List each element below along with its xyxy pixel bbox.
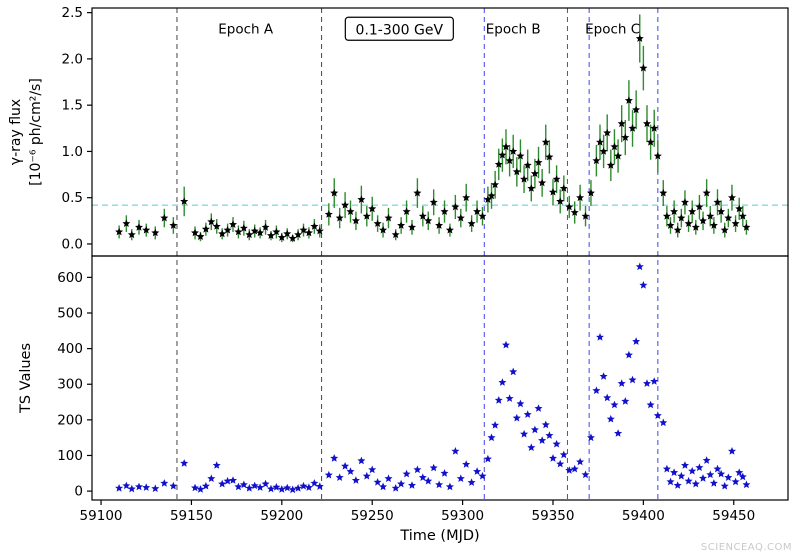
svg-text:0: 0 xyxy=(74,484,83,500)
epoch-annotations: Epoch A Epoch B Epoch C xyxy=(218,21,640,37)
svg-text:0.0: 0.0 xyxy=(62,236,83,252)
x-axis-label: Time (MJD) xyxy=(399,528,479,544)
svg-text:59200: 59200 xyxy=(260,508,303,524)
svg-text:59300: 59300 xyxy=(441,508,484,524)
x-axis: 59100 59150 59200 59250 59300 59350 59400 59450 xyxy=(80,500,755,524)
ts-series xyxy=(115,262,751,494)
svg-text:300: 300 xyxy=(57,377,83,393)
ts-y-axis-label: TS Values xyxy=(18,343,34,414)
svg-text:59450: 59450 xyxy=(712,508,755,524)
svg-text:59350: 59350 xyxy=(532,508,575,524)
svg-text:Epoch A: Epoch A xyxy=(218,21,274,37)
energy-band-box xyxy=(344,16,454,41)
svg-text:600: 600 xyxy=(57,270,83,286)
watermark: SCIENCEAQ.COM xyxy=(700,542,792,553)
svg-text:Epoch C: Epoch C xyxy=(585,21,640,37)
svg-text:2.0: 2.0 xyxy=(62,51,83,67)
ts-y-axis: 0 100 200 300 400 500 600 xyxy=(57,270,92,500)
svg-text:59400: 59400 xyxy=(622,508,665,524)
svg-text:Epoch B: Epoch B xyxy=(486,21,541,37)
flux-panel-frame xyxy=(91,7,789,257)
svg-text:100: 100 xyxy=(57,448,83,464)
flux-y-axis-label-line1: γ-ray flux xyxy=(8,99,24,165)
epoch-boundary-lines xyxy=(176,8,659,500)
energy-band-label: 0.1-300 GeV xyxy=(356,22,444,38)
flux-y-axis-label-line2: [10⁻⁶ ph/cm²/s] xyxy=(28,78,44,186)
svg-text:500: 500 xyxy=(57,305,83,321)
svg-text:200: 200 xyxy=(57,412,83,428)
svg-text:0.5: 0.5 xyxy=(62,190,83,206)
svg-text:59150: 59150 xyxy=(170,508,213,524)
ts-panel-frame xyxy=(91,255,789,501)
svg-text:59100: 59100 xyxy=(80,508,123,524)
flux-series xyxy=(115,34,751,242)
flux-y-axis: 0.0 0.5 1.0 1.5 2.0 2.5 xyxy=(62,5,92,252)
svg-text:59250: 59250 xyxy=(351,508,394,524)
svg-text:400: 400 xyxy=(57,341,83,357)
svg-text:2.5: 2.5 xyxy=(62,5,83,21)
svg-text:1.5: 1.5 xyxy=(62,98,83,114)
svg-text:1.0: 1.0 xyxy=(62,144,83,160)
